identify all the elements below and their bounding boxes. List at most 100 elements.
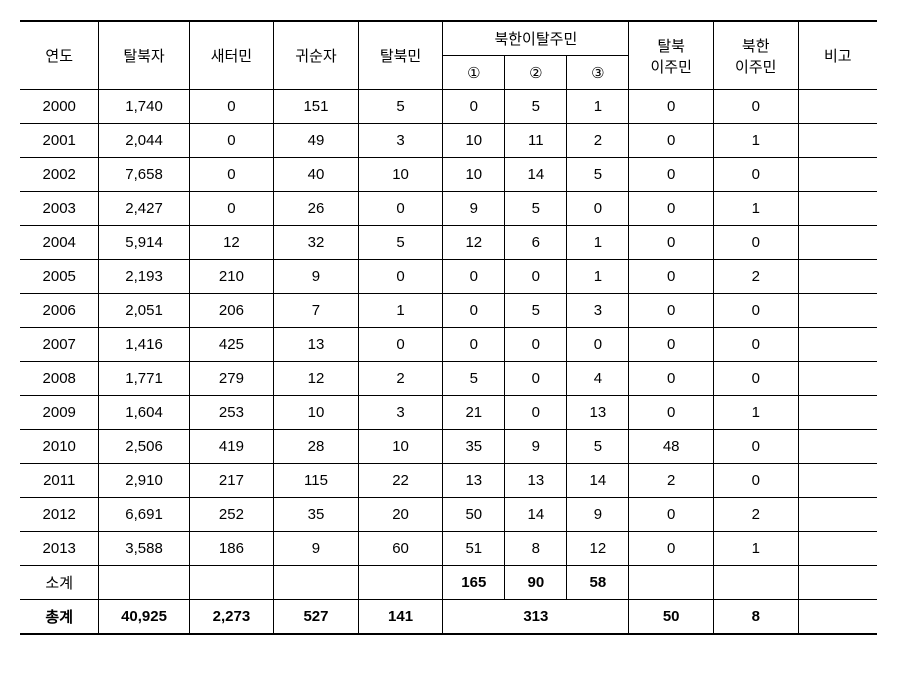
cell-c6: 0 [505,260,567,294]
cell-c10 [798,532,877,566]
cell-c2: 186 [189,532,274,566]
table-row: 20071,41642513000000 [20,328,877,362]
cell-c8: 0 [629,158,714,192]
header-defector: 탈북자 [99,21,189,90]
cell-c5: 0 [443,90,505,124]
cell-c10 [798,294,877,328]
cell-c9: 1 [713,532,798,566]
cell-c10 [798,226,877,260]
table-row: 20027,658040101014500 [20,158,877,192]
cell-year: 2012 [20,498,99,532]
cell-c6: 5 [505,294,567,328]
table-row: 20062,0512067105300 [20,294,877,328]
cell-c9: 0 [713,226,798,260]
cell-c4: 1 [358,294,443,328]
total-label: 총계 [20,600,99,635]
cell-year: 2010 [20,430,99,464]
cell-year: 2004 [20,226,99,260]
cell-c5: 0 [443,260,505,294]
cell-c8: 0 [629,192,714,226]
cell-year: 2011 [20,464,99,498]
subtotal-c10 [798,566,877,600]
cell-c10 [798,260,877,294]
cell-c1: 1,771 [99,362,189,396]
cell-c10 [798,498,877,532]
data-table-container: 연도 탈북자 새터민 귀순자 탈북민 북한이탈주민 탈북이주민 북한이주민 비고… [20,20,877,635]
cell-c7: 0 [567,328,629,362]
cell-year: 2001 [20,124,99,158]
cell-c4: 0 [358,260,443,294]
total-c4: 141 [358,600,443,635]
cell-c5: 10 [443,158,505,192]
total-c567: 313 [443,600,629,635]
header-nk-defector-group: 북한이탈주민 [443,21,629,56]
cell-c4: 5 [358,90,443,124]
cell-c1: 3,588 [99,532,189,566]
table-body: 20001,740015150510020012,044049310112012… [20,90,877,566]
table-row: 20081,77127912250400 [20,362,877,396]
table-row: 20133,5881869605181201 [20,532,877,566]
cell-c1: 5,914 [99,226,189,260]
cell-c3: 13 [274,328,359,362]
header-talbukmin: 탈북민 [358,21,443,90]
cell-c9: 2 [713,498,798,532]
cell-c3: 9 [274,260,359,294]
cell-c8: 0 [629,226,714,260]
cell-c4: 2 [358,362,443,396]
cell-c7: 14 [567,464,629,498]
cell-c2: 0 [189,90,274,124]
cell-c2: 206 [189,294,274,328]
header-returnee: 귀순자 [274,21,359,90]
cell-year: 2009 [20,396,99,430]
subtotal-c7: 58 [567,566,629,600]
table-row: 20001,7400151505100 [20,90,877,124]
cell-c6: 13 [505,464,567,498]
subtotal-label: 소계 [20,566,99,600]
table-row: 20126,69125235205014902 [20,498,877,532]
cell-c3: 28 [274,430,359,464]
table-header: 연도 탈북자 새터민 귀순자 탈북민 북한이탈주민 탈북이주민 북한이주민 비고… [20,21,877,90]
cell-c10 [798,430,877,464]
cell-c8: 2 [629,464,714,498]
cell-c7: 12 [567,532,629,566]
table-row: 20012,04404931011201 [20,124,877,158]
cell-c1: 1,604 [99,396,189,430]
cell-c3: 7 [274,294,359,328]
cell-c2: 217 [189,464,274,498]
header-remark: 비고 [798,21,877,90]
cell-c2: 425 [189,328,274,362]
cell-c6: 9 [505,430,567,464]
cell-c10 [798,124,877,158]
cell-c4: 0 [358,192,443,226]
cell-c5: 0 [443,294,505,328]
cell-c4: 60 [358,532,443,566]
subtotal-c9 [713,566,798,600]
header-nk-migrant: 북한이주민 [713,21,798,90]
cell-c9: 0 [713,362,798,396]
cell-c10 [798,158,877,192]
cell-c1: 7,658 [99,158,189,192]
subtotal-c3 [274,566,359,600]
cell-c3: 9 [274,532,359,566]
header-sub2: ② [505,56,567,90]
cell-c1: 2,427 [99,192,189,226]
subtotal-c1 [99,566,189,600]
cell-c8: 0 [629,532,714,566]
cell-c8: 0 [629,90,714,124]
cell-c2: 419 [189,430,274,464]
cell-c7: 1 [567,226,629,260]
cell-c1: 2,193 [99,260,189,294]
cell-c5: 50 [443,498,505,532]
cell-year: 2005 [20,260,99,294]
cell-c9: 0 [713,464,798,498]
cell-c7: 13 [567,396,629,430]
cell-c9: 1 [713,396,798,430]
header-row-1: 연도 탈북자 새터민 귀순자 탈북민 북한이탈주민 탈북이주민 북한이주민 비고 [20,21,877,56]
cell-year: 2006 [20,294,99,328]
cell-c10 [798,396,877,430]
cell-c7: 1 [567,90,629,124]
cell-c1: 2,506 [99,430,189,464]
cell-c2: 0 [189,158,274,192]
cell-c9: 2 [713,260,798,294]
cell-c6: 6 [505,226,567,260]
